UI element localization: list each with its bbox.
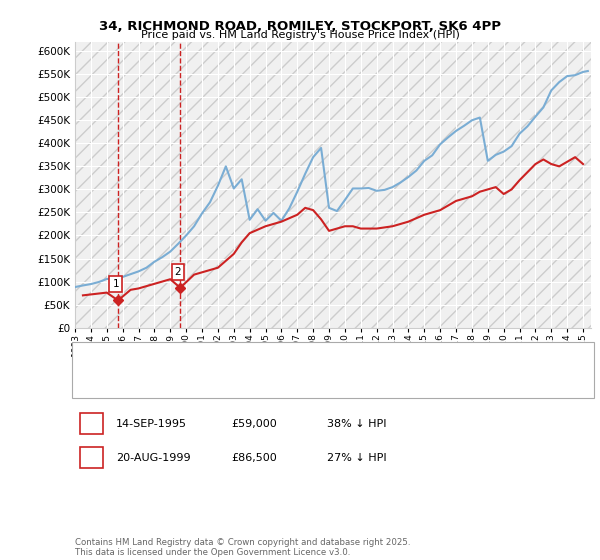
Text: 20-AUG-1999: 20-AUG-1999 <box>116 452 190 463</box>
Text: 2: 2 <box>88 452 95 463</box>
Text: HPI: Average price, detached house, Stockport: HPI: Average price, detached house, Stoc… <box>120 376 364 386</box>
Text: 2: 2 <box>175 267 181 277</box>
Text: 34, RICHMOND ROAD, ROMILEY, STOCKPORT, SK6 4PP: 34, RICHMOND ROAD, ROMILEY, STOCKPORT, S… <box>99 20 501 32</box>
Text: 38% ↓ HPI: 38% ↓ HPI <box>327 419 386 429</box>
Text: 1: 1 <box>112 279 119 290</box>
Text: £86,500: £86,500 <box>231 452 277 463</box>
Text: Contains HM Land Registry data © Crown copyright and database right 2025.
This d: Contains HM Land Registry data © Crown c… <box>75 538 410 557</box>
Text: £59,000: £59,000 <box>231 419 277 429</box>
Text: Price paid vs. HM Land Registry's House Price Index (HPI): Price paid vs. HM Land Registry's House … <box>140 30 460 40</box>
Text: 1: 1 <box>88 419 95 429</box>
Text: 27% ↓ HPI: 27% ↓ HPI <box>327 452 386 463</box>
Text: 14-SEP-1995: 14-SEP-1995 <box>116 419 187 429</box>
Text: 34, RICHMOND ROAD, ROMILEY, STOCKPORT, SK6 4PP (detached house): 34, RICHMOND ROAD, ROMILEY, STOCKPORT, S… <box>120 354 497 365</box>
